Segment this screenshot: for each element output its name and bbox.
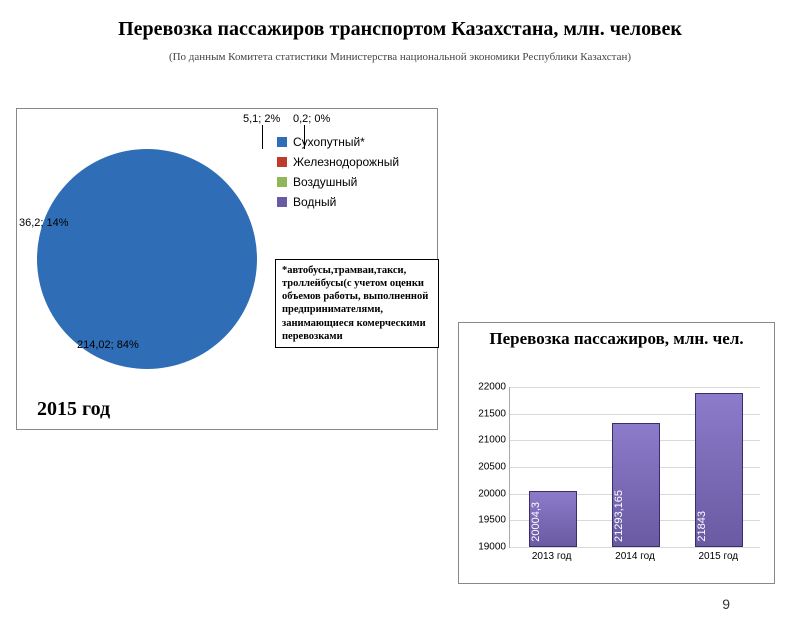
y-tick-label: 20500 — [466, 462, 506, 473]
bar: 20004,3 — [529, 491, 577, 547]
bar-value-label: 21843 — [696, 511, 742, 542]
pie-chart — [37, 149, 257, 369]
y-tick-label: 19000 — [466, 542, 506, 553]
bar-chart-title: Перевозка пассажиров, млн. чел. — [459, 329, 774, 349]
bar-value-label: 20004,3 — [530, 502, 576, 542]
legend-swatch — [277, 197, 287, 207]
y-tick-label: 20000 — [466, 488, 506, 499]
subtitle: (По данным Комитета статистики Министерс… — [0, 51, 800, 63]
pie-legend: Сухопутный* Железнодорожный Воздушный Во… — [277, 129, 399, 215]
pie-label-zhd: 36,2; 14% — [19, 217, 69, 229]
y-tick-label: 19500 — [466, 515, 506, 526]
x-tick-label: 2013 год — [517, 551, 587, 562]
footnote-box: *автобусы,трамваи,такси, троллейбусы(с у… — [275, 259, 439, 348]
legend-text: Водный — [293, 195, 336, 209]
y-tick-label: 22000 — [466, 382, 506, 393]
pie-label-vozdushny: 5,1; 2% — [243, 113, 280, 125]
legend-text: Сухопутный* — [293, 135, 365, 149]
legend-swatch — [277, 177, 287, 187]
grid-line — [510, 387, 760, 388]
bar: 21843 — [695, 393, 743, 547]
bar-plot-area: 1900019500200002050021000215002200020004… — [509, 387, 760, 548]
y-tick-label: 21000 — [466, 435, 506, 446]
x-tick-label: 2014 год — [600, 551, 670, 562]
pie-graphic — [37, 149, 257, 369]
bar-chart-panel: Перевозка пассажиров, млн. чел. 19000195… — [458, 322, 775, 584]
legend-text: Железнодорожный — [293, 155, 399, 169]
pie-chart-panel: 5,1; 2% 0,2; 0% 36,2; 14% 214,02; 84% Су… — [16, 108, 438, 430]
legend-swatch — [277, 157, 287, 167]
bar: 21293,165 — [612, 423, 660, 547]
pie-label-sukhoputny: 214,02; 84% — [77, 339, 139, 351]
page-number: 9 — [722, 596, 730, 612]
legend-swatch — [277, 137, 287, 147]
x-tick-label: 2015 год — [683, 551, 753, 562]
pie-label-vodny: 0,2; 0% — [293, 113, 330, 125]
legend-text: Воздушный — [293, 175, 357, 189]
grid-line — [510, 547, 760, 548]
legend-item: Железнодорожный — [277, 155, 399, 169]
legend-item: Воздушный — [277, 175, 399, 189]
legend-item: Сухопутный* — [277, 135, 399, 149]
bar-value-label: 21293,165 — [613, 490, 659, 542]
leader-line — [262, 125, 263, 149]
legend-item: Водный — [277, 195, 399, 209]
pie-year-label: 2015 год — [37, 398, 110, 421]
main-title: Перевозка пассажиров транспортом Казахст… — [0, 18, 800, 41]
y-tick-label: 21500 — [466, 408, 506, 419]
